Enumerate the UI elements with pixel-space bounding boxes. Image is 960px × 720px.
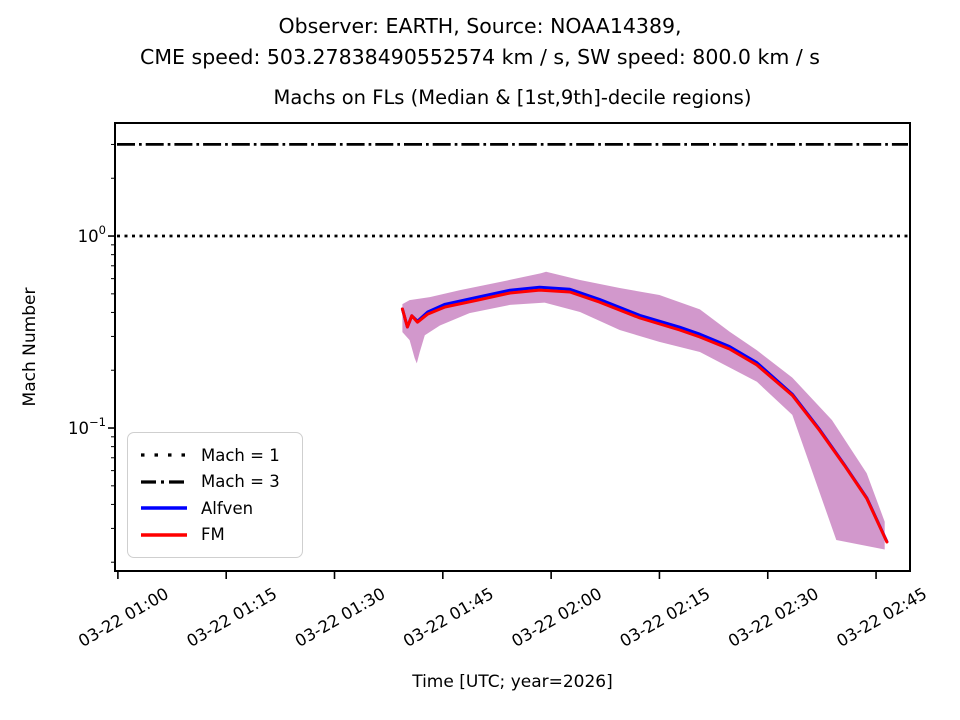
x-tick-label: 03-22 02:00 (508, 584, 605, 651)
legend-item-alfven: Alfven (140, 495, 292, 521)
legend-item-label: Alfven (201, 498, 254, 518)
x-tick-label: 03-22 01:45 (400, 584, 497, 651)
legend-line-sample (141, 480, 187, 484)
legend-item-label: Mach = 1 (201, 445, 280, 465)
legend-item-fm: FM (140, 522, 292, 548)
decile-band (402, 271, 885, 550)
legend-item-mach-3: Mach = 3 (140, 469, 292, 495)
x-tick-label: 03-22 02:15 (617, 584, 714, 651)
x-tick-label: 03-22 02:45 (833, 584, 930, 651)
y-tick-label: 100 (78, 223, 106, 246)
legend-line-sample (141, 506, 187, 511)
axes-spines (114, 122, 911, 572)
y-axis-label: Mach Number (20, 287, 40, 407)
legend: Mach = 1 Mach = 3 Alfven FM (127, 432, 303, 558)
x-tick-label: 03-22 02:30 (725, 584, 822, 651)
legend-item-label: Mach = 3 (201, 472, 280, 492)
figure-suptitle: Observer: EARTH, Source: NOAA14389, CME … (0, 11, 960, 73)
axes-title: Machs on FLs (Median & [1st,9th]-decile … (273, 86, 752, 109)
legend-item-mach-1: Mach = 1 (140, 442, 292, 468)
suptitle-line-2: CME speed: 503.27838490552574 km / s, SW… (140, 45, 820, 69)
legend-line-sample (141, 453, 187, 457)
suptitle-line-1: Observer: EARTH, Source: NOAA14389, (278, 14, 682, 38)
x-tick-label: 03-22 01:00 (75, 584, 172, 651)
legend-item-label: FM (201, 525, 225, 545)
x-tick-label: 03-22 01:15 (183, 584, 280, 651)
x-tick-label: 03-22 01:30 (292, 584, 389, 651)
y-tick-label: 10−1 (68, 415, 106, 438)
series-line-fm (400, 288, 889, 544)
legend-line-sample (141, 533, 187, 537)
x-axis-label: Time [UTC; year=2026] (412, 672, 613, 692)
